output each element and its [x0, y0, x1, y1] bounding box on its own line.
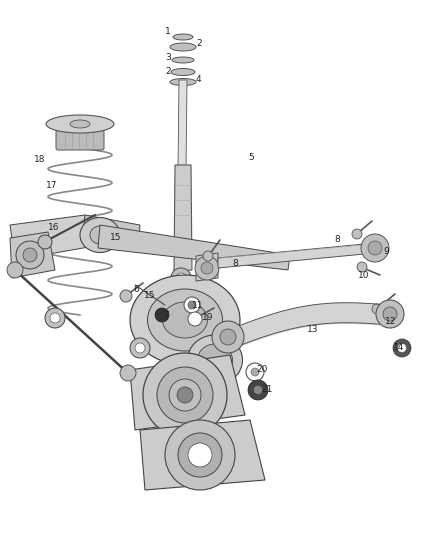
Circle shape [246, 363, 264, 381]
Ellipse shape [148, 289, 223, 351]
Text: 2: 2 [165, 68, 171, 77]
Ellipse shape [162, 302, 208, 338]
Text: 1: 1 [165, 28, 171, 36]
Polygon shape [10, 215, 100, 260]
Circle shape [254, 386, 262, 394]
Text: 15: 15 [144, 292, 155, 301]
Circle shape [157, 367, 213, 423]
Circle shape [188, 443, 212, 467]
Text: 12: 12 [385, 317, 396, 326]
Ellipse shape [187, 335, 243, 385]
Circle shape [169, 379, 201, 411]
Circle shape [165, 420, 235, 490]
Polygon shape [130, 355, 245, 430]
Circle shape [45, 308, 65, 328]
Circle shape [212, 321, 244, 353]
Circle shape [188, 312, 202, 326]
Text: 14: 14 [393, 343, 404, 352]
Circle shape [368, 241, 382, 255]
Circle shape [393, 339, 411, 357]
Circle shape [195, 256, 219, 280]
Circle shape [184, 297, 200, 313]
Text: 2: 2 [196, 38, 201, 47]
Circle shape [352, 229, 362, 239]
Text: 10: 10 [358, 271, 370, 279]
Ellipse shape [173, 34, 193, 40]
Polygon shape [10, 232, 55, 278]
Ellipse shape [46, 115, 114, 133]
Circle shape [203, 251, 213, 261]
Text: 19: 19 [202, 313, 213, 322]
Ellipse shape [70, 120, 90, 128]
Text: 21: 21 [261, 385, 272, 394]
Circle shape [23, 248, 37, 262]
Ellipse shape [198, 344, 233, 376]
Circle shape [251, 368, 259, 376]
Polygon shape [82, 215, 140, 250]
Text: 9: 9 [383, 246, 389, 255]
Circle shape [176, 273, 186, 283]
Circle shape [50, 313, 60, 323]
Circle shape [398, 344, 406, 352]
Circle shape [372, 304, 382, 314]
Ellipse shape [90, 226, 110, 244]
Circle shape [16, 241, 44, 269]
Circle shape [188, 301, 196, 309]
Polygon shape [196, 253, 218, 281]
Circle shape [7, 262, 23, 278]
Text: 16: 16 [48, 223, 60, 232]
Text: 8: 8 [334, 236, 340, 245]
Text: 4: 4 [196, 76, 201, 85]
Circle shape [38, 235, 52, 249]
Circle shape [120, 365, 136, 381]
Ellipse shape [172, 57, 194, 63]
Circle shape [135, 343, 145, 353]
Polygon shape [174, 165, 192, 272]
Circle shape [143, 353, 227, 437]
Text: 5: 5 [248, 154, 254, 163]
Ellipse shape [80, 217, 120, 253]
FancyBboxPatch shape [56, 130, 104, 150]
Circle shape [177, 387, 193, 403]
Text: 20: 20 [256, 366, 267, 375]
Ellipse shape [130, 275, 240, 365]
Circle shape [171, 268, 191, 288]
Text: 13: 13 [307, 326, 318, 335]
Text: 3: 3 [165, 53, 171, 62]
Circle shape [383, 307, 397, 321]
Circle shape [120, 290, 132, 302]
Text: 6: 6 [133, 285, 139, 294]
Text: 18: 18 [34, 156, 46, 165]
Circle shape [248, 380, 268, 400]
Polygon shape [218, 243, 375, 268]
Circle shape [201, 262, 213, 274]
Ellipse shape [171, 69, 195, 76]
Circle shape [220, 329, 236, 345]
Circle shape [178, 433, 222, 477]
Text: 11: 11 [192, 301, 204, 310]
Circle shape [357, 262, 367, 272]
Circle shape [130, 338, 150, 358]
Polygon shape [178, 80, 187, 170]
Text: 8: 8 [232, 259, 238, 268]
Circle shape [376, 300, 404, 328]
Text: 15: 15 [110, 233, 121, 243]
Circle shape [361, 234, 389, 262]
Polygon shape [140, 420, 265, 490]
Ellipse shape [170, 78, 196, 85]
Text: 7: 7 [163, 311, 169, 320]
Ellipse shape [170, 43, 196, 51]
Polygon shape [98, 225, 290, 270]
Circle shape [155, 308, 169, 322]
Text: 17: 17 [46, 181, 57, 190]
